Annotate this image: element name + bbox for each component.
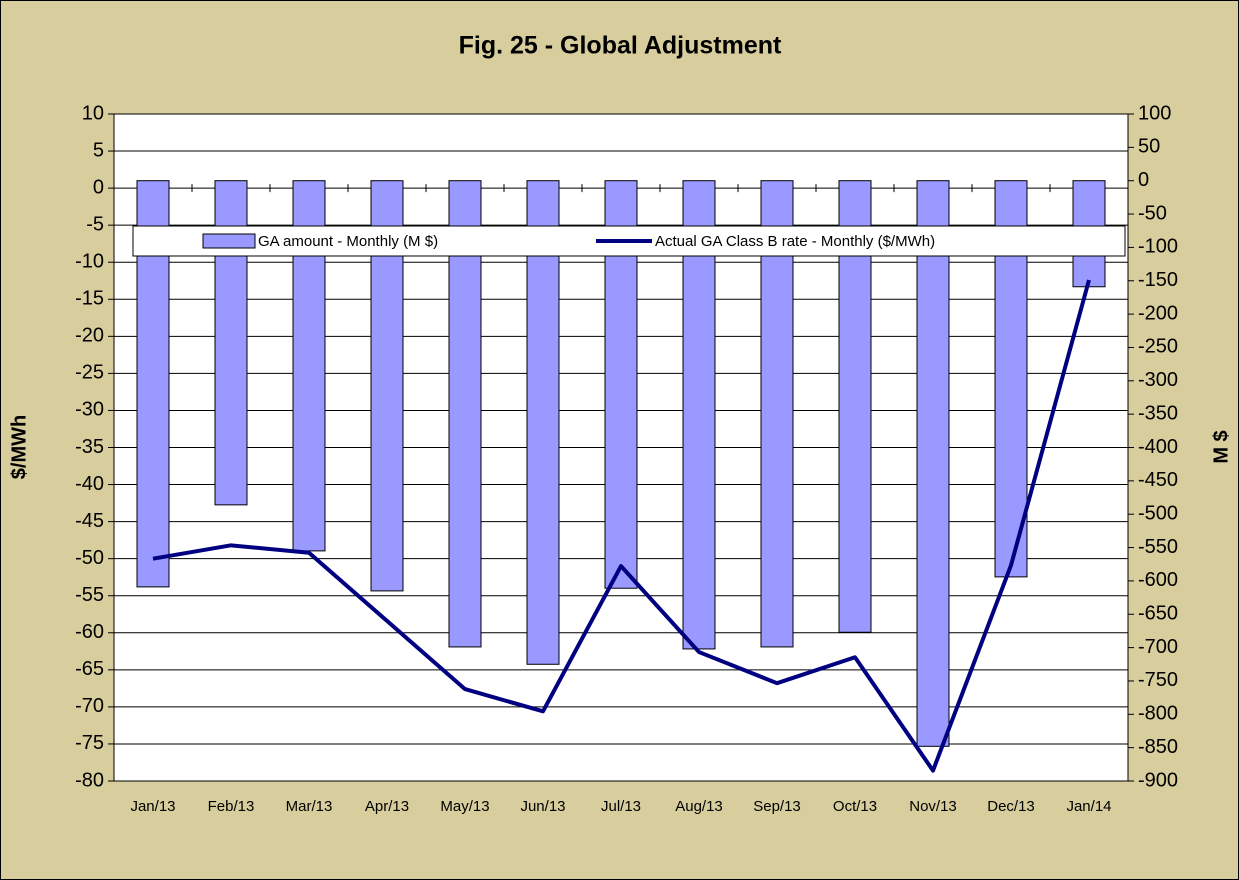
bar <box>448 180 482 648</box>
y2-tick-label: -900 <box>1138 769 1178 791</box>
y2-tick-label: -550 <box>1138 536 1178 558</box>
y2-tick-label: -500 <box>1138 502 1178 524</box>
line <box>152 279 1091 773</box>
y-tick-label: -30 <box>75 399 104 421</box>
y2-tick-label: -400 <box>1138 436 1178 458</box>
y-tick-label: 0 <box>93 176 104 198</box>
y2-tick-label: -350 <box>1138 402 1178 424</box>
y2-tick-label: -650 <box>1138 603 1178 625</box>
y2-tick-label: 50 <box>1138 136 1160 158</box>
x-tick-label: Nov/13 <box>909 798 957 815</box>
y2-tick-label: -50 <box>1138 202 1167 224</box>
y2-tick-label: -800 <box>1138 703 1178 725</box>
x-tick-label: Jul/13 <box>601 798 641 815</box>
y-tick-label: -15 <box>75 288 104 310</box>
y2-axis-label: M $ <box>1210 430 1232 463</box>
chart-title: Fig. 25 - Global Adjustment <box>459 32 782 60</box>
y2-tick-label: 0 <box>1138 169 1149 191</box>
y-tick-label: -55 <box>75 584 104 606</box>
y-tick-label: -20 <box>75 325 104 347</box>
y2-tick-label: -850 <box>1138 736 1178 758</box>
y-tick-label: -50 <box>75 547 104 569</box>
x-tick-label: Jan/14 <box>1066 798 1111 815</box>
x-tick-label: Feb/13 <box>208 798 255 815</box>
bar <box>916 180 950 747</box>
y2-tick-label: -700 <box>1138 636 1178 658</box>
y-tick-label: -60 <box>75 621 104 643</box>
y2-tick-label: -450 <box>1138 469 1178 491</box>
y-tick-label: -65 <box>75 658 104 680</box>
y-tick-label: -70 <box>75 695 104 717</box>
x-tick-label: Apr/13 <box>365 798 409 815</box>
x-tick-label: Jun/13 <box>520 798 565 815</box>
x-tick-label: Dec/13 <box>987 798 1035 815</box>
y2-tick-label: -750 <box>1138 669 1178 691</box>
y-tick-label: -40 <box>75 473 104 495</box>
y2-tick-label: -100 <box>1138 236 1178 258</box>
y-tick-label: -75 <box>75 732 104 754</box>
x-tick-label: Jan/13 <box>130 798 175 815</box>
y2-tick-label: -600 <box>1138 569 1178 591</box>
legend-swatch <box>202 233 256 249</box>
legend-label: Actual GA Class B rate - Monthly ($/MWh) <box>655 233 935 250</box>
y-axis-label: $/MWh <box>8 415 30 479</box>
y2-tick-label: 100 <box>1138 102 1171 124</box>
y-tick-label: -45 <box>75 510 104 532</box>
y-tick-label: -10 <box>75 251 104 273</box>
y-tick-label: -80 <box>75 769 104 791</box>
x-tick-label: May/13 <box>440 798 489 815</box>
y-tick-label: -25 <box>75 362 104 384</box>
y2-tick-label: -250 <box>1138 336 1178 358</box>
bar <box>526 180 560 665</box>
y-tick-label: 10 <box>82 102 104 124</box>
y-tick-label: 5 <box>93 139 104 161</box>
y-tick-label: -35 <box>75 436 104 458</box>
bar <box>760 180 794 648</box>
x-tick-label: Mar/13 <box>286 798 333 815</box>
x-tick-label: Sep/13 <box>753 798 801 815</box>
y2-tick-label: -300 <box>1138 369 1178 391</box>
legend-label: GA amount - Monthly (M $) <box>258 233 438 250</box>
y2-tick-label: -200 <box>1138 302 1178 324</box>
x-tick-label: Oct/13 <box>833 798 877 815</box>
y2-tick-label: -150 <box>1138 269 1178 291</box>
x-tick-label: Aug/13 <box>675 798 723 815</box>
y-tick-label: -5 <box>86 213 104 235</box>
bar <box>682 180 716 650</box>
